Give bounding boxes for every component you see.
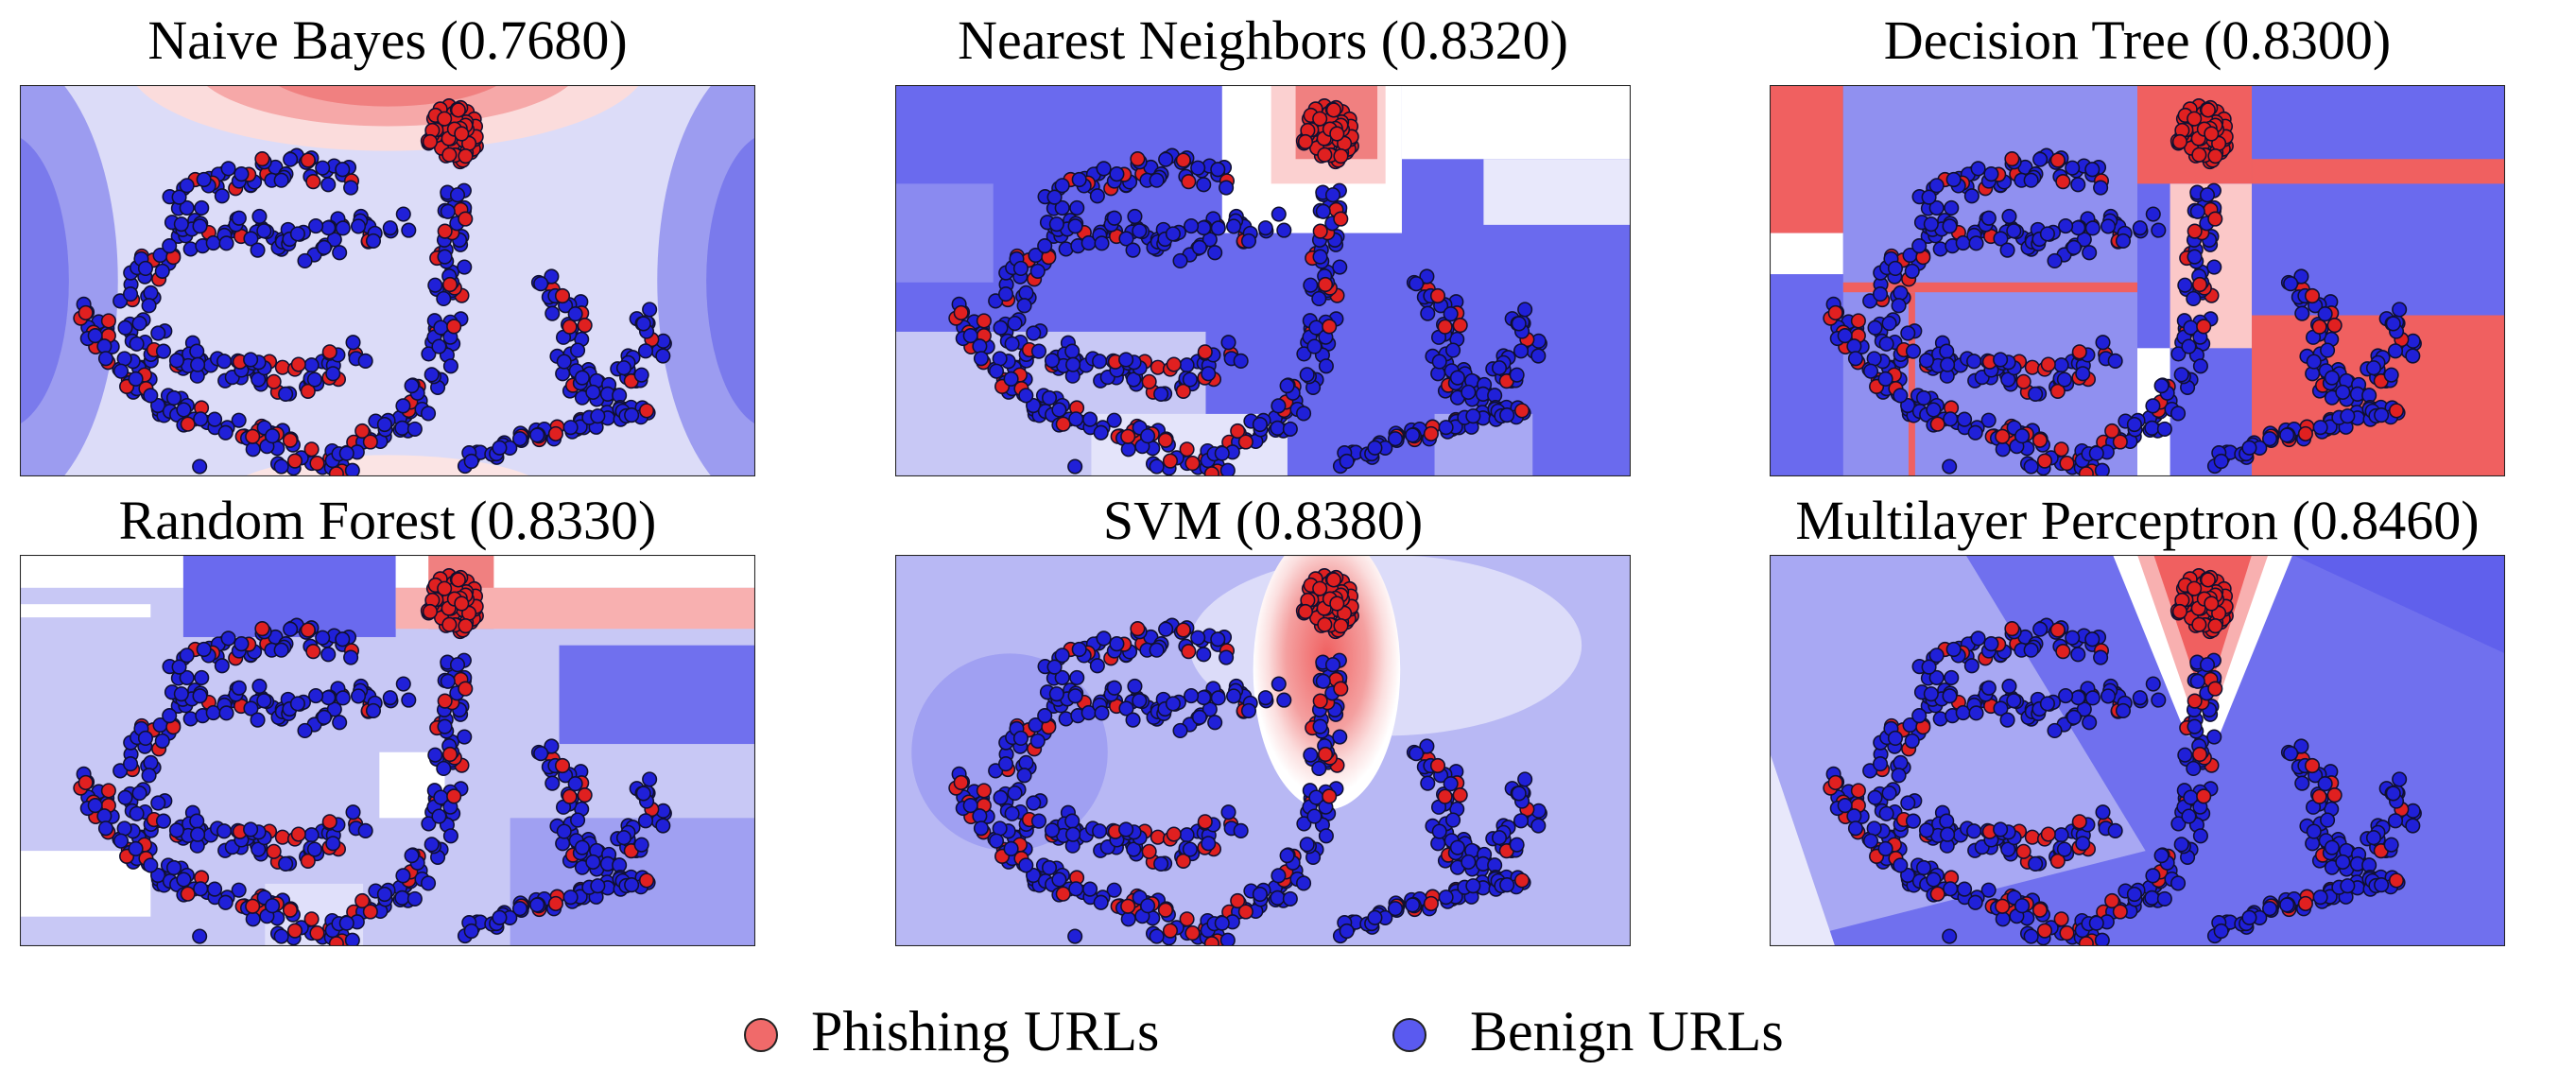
panel-plot [20, 85, 755, 476]
panel-plot [1770, 555, 2505, 946]
panel-plot [895, 555, 1631, 946]
panel-plot [895, 85, 1631, 476]
panel-title: Multilayer Perceptron (0.8460) [1795, 490, 2479, 551]
panel-title: Nearest Neighbors (0.8320) [958, 9, 1568, 71]
legend-label: Phishing URLs [811, 1000, 1159, 1062]
legend-marker [1392, 1018, 1426, 1052]
panel-title: SVM (0.8380) [1103, 490, 1423, 551]
panel-title: Random Forest (0.8330) [119, 490, 657, 551]
panel-title: Decision Tree (0.8300) [1884, 9, 2391, 71]
legend-marker [744, 1018, 778, 1052]
panel-plot [20, 555, 755, 946]
panel-title: Naive Bayes (0.7680) [147, 9, 627, 71]
legend-label: Benign URLs [1470, 1000, 1784, 1062]
panel-plot [1770, 85, 2505, 476]
